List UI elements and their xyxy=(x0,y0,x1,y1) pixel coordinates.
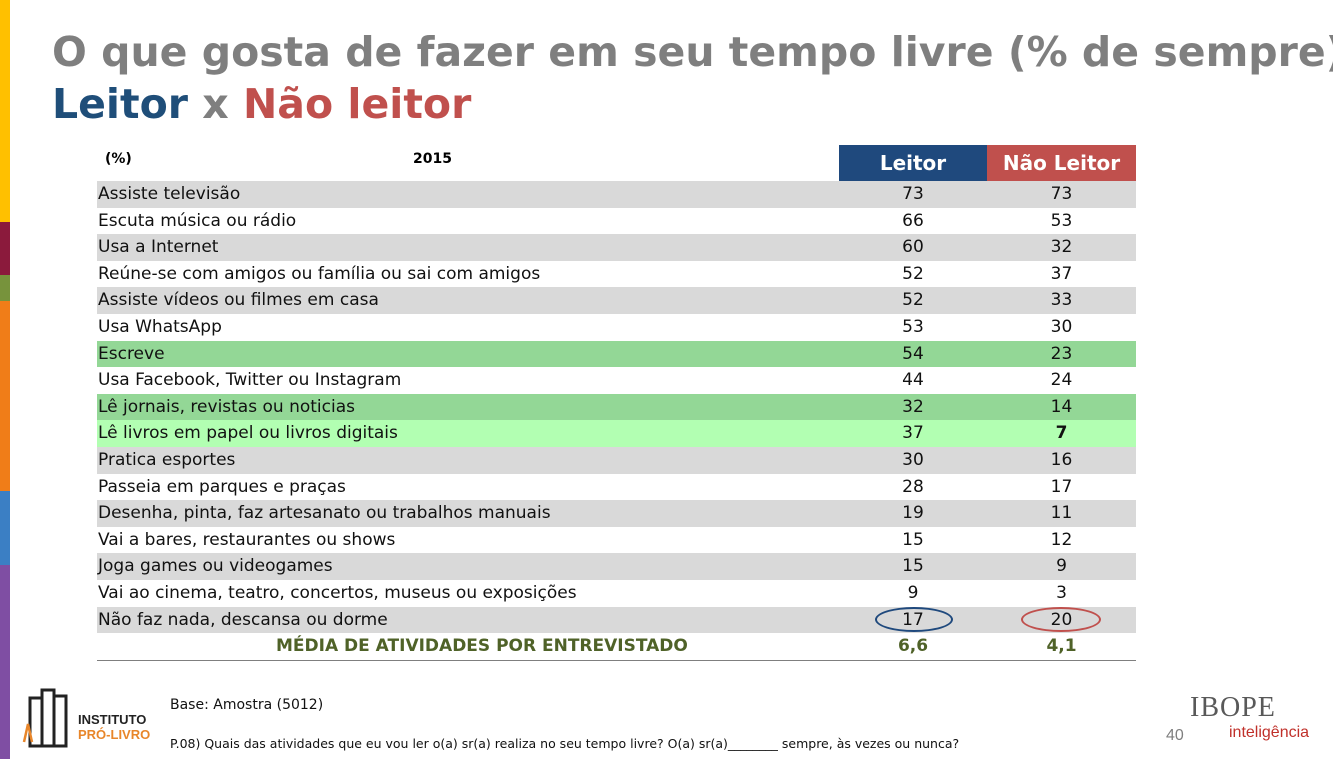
activities-table: (%) 2015 Leitor Não Leitor Assiste telev… xyxy=(97,145,1136,661)
color-strip xyxy=(0,0,10,759)
table-body: Assiste televisão 73 73 Escuta música ou rá… xyxy=(97,181,1136,634)
table-row: Assiste vídeos ou filmes em casa 52 33 xyxy=(97,287,1136,314)
row-label: MÉDIA DE ATIVIDADES POR ENTREVISTADO xyxy=(276,636,688,657)
value-leitor: 52 xyxy=(902,263,924,284)
question-text: P.08) Quais das atividades que eu vou le… xyxy=(170,736,960,751)
value-nao-leitor: 53 xyxy=(1050,210,1073,231)
table-row: Usa Facebook, Twitter ou Instagram 44 24 xyxy=(97,367,1136,394)
row-label: Assiste televisão xyxy=(98,184,241,204)
unit-label: (%) xyxy=(105,151,132,167)
row-label: Escuta música ou rádio xyxy=(98,210,297,231)
table-row: Reúne-se com amigos ou família ou sai co… xyxy=(97,260,1136,288)
value-nao-leitor: 23 xyxy=(1050,343,1073,364)
value-nao-leitor: 9 xyxy=(1056,556,1067,577)
value-nao-leitor: 4,1 xyxy=(1046,636,1077,657)
row-label: Usa WhatsApp xyxy=(98,316,222,337)
column-header-leitor: Leitor xyxy=(839,145,987,181)
value-nao-leitor: 30 xyxy=(1050,316,1073,337)
instituto-pro-livro-logo: INSTITUTO PRÓ-LIVRO xyxy=(22,680,162,750)
value-nao-leitor: 11 xyxy=(1050,503,1073,524)
value-leitor: 19 xyxy=(902,503,924,524)
title-line2: Leitor x Não leitor xyxy=(52,78,1333,130)
title-line1: O que gosta de fazer em seu tempo livre … xyxy=(52,28,1333,76)
page-number: 40 xyxy=(1166,727,1184,744)
value-leitor: 9 xyxy=(907,582,919,603)
table-row: Assiste televisão 73 73 xyxy=(97,181,1136,208)
value-nao-leitor: 12 xyxy=(1050,529,1073,550)
highlight-oval-nao-leitor xyxy=(1021,606,1101,632)
table-row: Usa WhatsApp 53 30 xyxy=(97,313,1136,341)
row-label: Passeia em parques e praças xyxy=(98,476,346,497)
value-leitor: 73 xyxy=(902,184,924,204)
logo-line2: PRÓ-LIVRO xyxy=(78,727,151,742)
value-leitor: 6,6 xyxy=(897,636,929,657)
value-leitor: 15 xyxy=(902,556,924,577)
value-nao-leitor: 17 xyxy=(1050,476,1073,497)
row-label: Pratica esportes xyxy=(98,449,236,470)
row-label: Lê jornais, revistas ou noticias xyxy=(98,396,355,417)
value-nao-leitor: 14 xyxy=(1050,396,1073,417)
table-row: Joga games ou videogames 15 9 xyxy=(97,553,1136,580)
value-leitor: 32 xyxy=(902,396,924,417)
column-header-nao-leitor: Não Leitor xyxy=(987,145,1136,181)
value-leitor: 60 xyxy=(902,237,924,258)
value-leitor: 52 xyxy=(902,290,924,311)
table-row: Lê livros em papel ou livros digitais 37 7 xyxy=(97,420,1136,447)
value-nao-leitor: 37 xyxy=(1050,263,1073,284)
row-label: Assiste vídeos ou filmes em casa xyxy=(98,290,379,311)
row-label: Usa Facebook, Twitter ou Instagram xyxy=(98,370,402,391)
value-nao-leitor: 3 xyxy=(1056,582,1067,603)
table-row-total: MÉDIA DE ATIVIDADES POR ENTREVISTADO 6,6… xyxy=(97,633,1136,661)
table-row: Vai a bares, restaurantes ou shows 15 12 xyxy=(97,526,1136,554)
value-leitor: 15 xyxy=(902,529,924,550)
value-nao-leitor: 7 xyxy=(1055,423,1068,444)
value-nao-leitor: 33 xyxy=(1050,290,1073,311)
table-row: Vai ao cinema, teatro, concertos, museus… xyxy=(97,579,1136,607)
ibope-subtitle: inteligência xyxy=(1229,724,1310,741)
table-row: Lê jornais, revistas ou noticias 32 14 xyxy=(97,393,1136,421)
value-nao-leitor: 32 xyxy=(1050,237,1073,258)
row-label: Joga games ou videogames xyxy=(98,556,333,577)
value-leitor: 37 xyxy=(902,423,924,444)
table-row: Pratica esportes 30 16 xyxy=(97,446,1136,474)
value-nao-leitor: 73 xyxy=(1050,184,1073,204)
value-nao-leitor: 24 xyxy=(1050,370,1073,391)
ibope-logo: IBOPE xyxy=(1190,692,1276,723)
title-nao-leitor: Não leitor xyxy=(242,80,472,128)
page-title: O que gosta de fazer em seu tempo livre … xyxy=(52,26,1333,130)
row-label: Reúne-se com amigos ou família ou sai co… xyxy=(98,263,541,284)
table-row: Passeia em parques e praças 28 17 xyxy=(97,473,1136,501)
value-leitor: 54 xyxy=(902,343,924,364)
table-header: (%) 2015 Leitor Não Leitor xyxy=(97,145,1136,181)
value-leitor: 53 xyxy=(902,316,924,337)
row-label: Usa a Internet xyxy=(98,237,219,258)
value-leitor: 30 xyxy=(902,449,924,470)
row-label: Lê livros em papel ou livros digitais xyxy=(98,423,398,444)
row-label: Desenha, pinta, faz artesanato ou trabal… xyxy=(98,503,551,524)
highlight-oval-leitor xyxy=(875,606,953,632)
table-row: Escuta música ou rádio 66 53 xyxy=(97,207,1136,235)
value-leitor: 28 xyxy=(902,476,924,497)
row-label: Escreve xyxy=(98,343,165,364)
table-row: Desenha, pinta, faz artesanato ou trabal… xyxy=(97,500,1136,527)
year-label: 2015 xyxy=(413,151,452,167)
value-nao-leitor: 16 xyxy=(1050,449,1073,470)
table-row: Não faz nada, descansa ou dorme 17 20 xyxy=(97,606,1136,634)
table-row: Escreve 54 23 xyxy=(97,340,1136,368)
title-x: x xyxy=(187,80,243,128)
table-row: Usa a Internet 60 32 xyxy=(97,234,1136,261)
row-label: Não faz nada, descansa ou dorme xyxy=(98,609,388,630)
value-leitor: 66 xyxy=(902,210,924,231)
title-leitor: Leitor xyxy=(52,80,188,128)
sample-base: Base: Amostra (5012) xyxy=(170,697,324,713)
books-icon xyxy=(22,688,68,748)
logo-line1: INSTITUTO xyxy=(78,712,147,727)
row-label: Vai a bares, restaurantes ou shows xyxy=(98,529,396,550)
value-leitor: 44 xyxy=(902,370,924,391)
row-label: Vai ao cinema, teatro, concertos, museus… xyxy=(98,582,577,603)
